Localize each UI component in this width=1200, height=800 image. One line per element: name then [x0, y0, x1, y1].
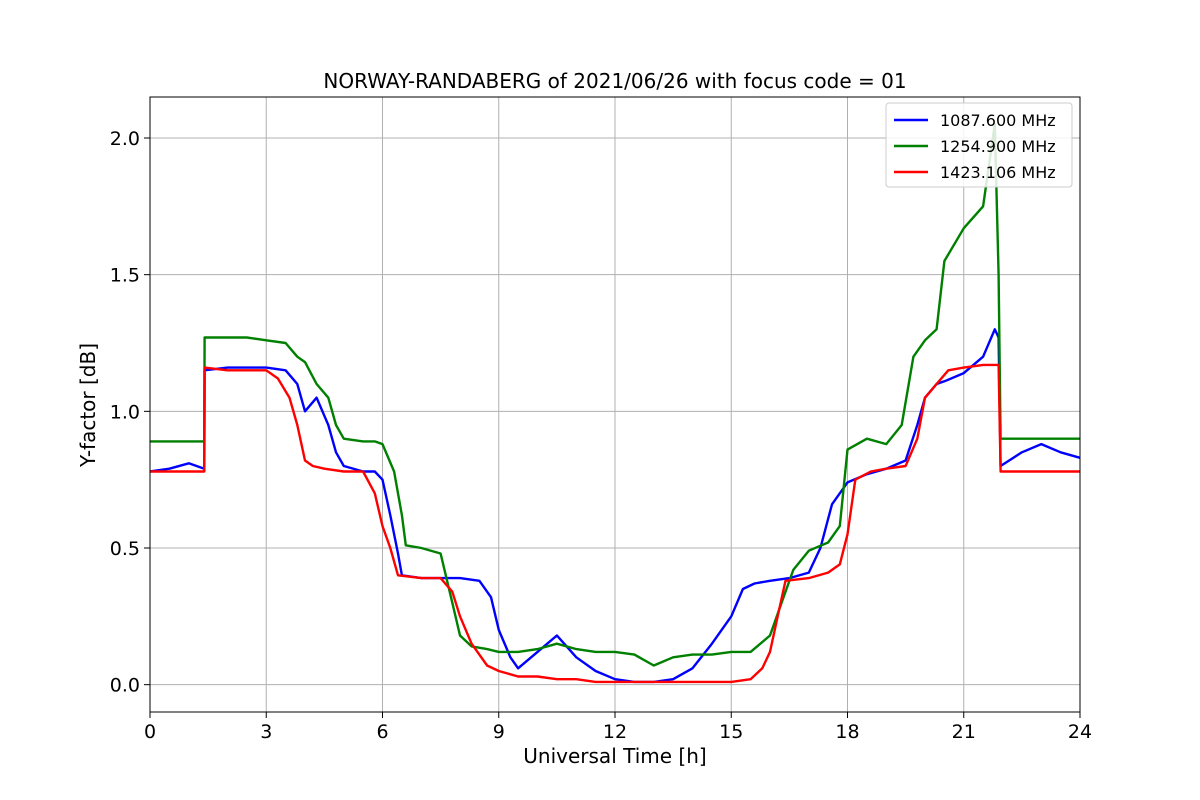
y-tick-label: 1.0 [110, 401, 140, 423]
y-tick-label: 0.0 [110, 675, 140, 697]
legend: 1087.600 MHz 1254.900 MHz 1423.106 MHz [885, 102, 1073, 188]
legend-box [885, 102, 1073, 188]
series-layer [149, 123, 1081, 684]
y-axis-label: Y-factor [dB] [76, 343, 100, 468]
series-line-1 [150, 123, 1080, 667]
x-tick-label: 12 [603, 721, 627, 743]
x-tick-label: 15 [719, 721, 743, 743]
y-tick-label: 1.5 [110, 265, 140, 287]
x-tick-label: 3 [260, 721, 272, 743]
x-tick-label: 21 [952, 721, 976, 743]
series-line-2 [150, 363, 1080, 684]
x-tick-label: 18 [835, 721, 859, 743]
y-tick-label: 2.0 [110, 128, 140, 150]
x-tick-label: 6 [376, 721, 388, 743]
x-axis-label: Universal Time [h] [523, 744, 706, 768]
x-tick-label: 9 [493, 721, 505, 743]
axis-ticks: 0 3 6 9 12 15 18 21 24 0.0 0.5 1.0 1.5 2.0 [110, 128, 1092, 743]
legend-label-0: 1087.600 MHz [940, 111, 1056, 130]
chart-title: NORWAY-RANDABERG of 2021/06/26 with focu… [323, 69, 906, 93]
legend-label-2: 1423.106 MHz [940, 163, 1056, 182]
legend-label-1: 1254.900 MHz [940, 137, 1056, 156]
x-tick-label: 0 [144, 721, 156, 743]
x-tick-label: 24 [1068, 721, 1092, 743]
y-tick-label: 0.5 [110, 538, 140, 560]
